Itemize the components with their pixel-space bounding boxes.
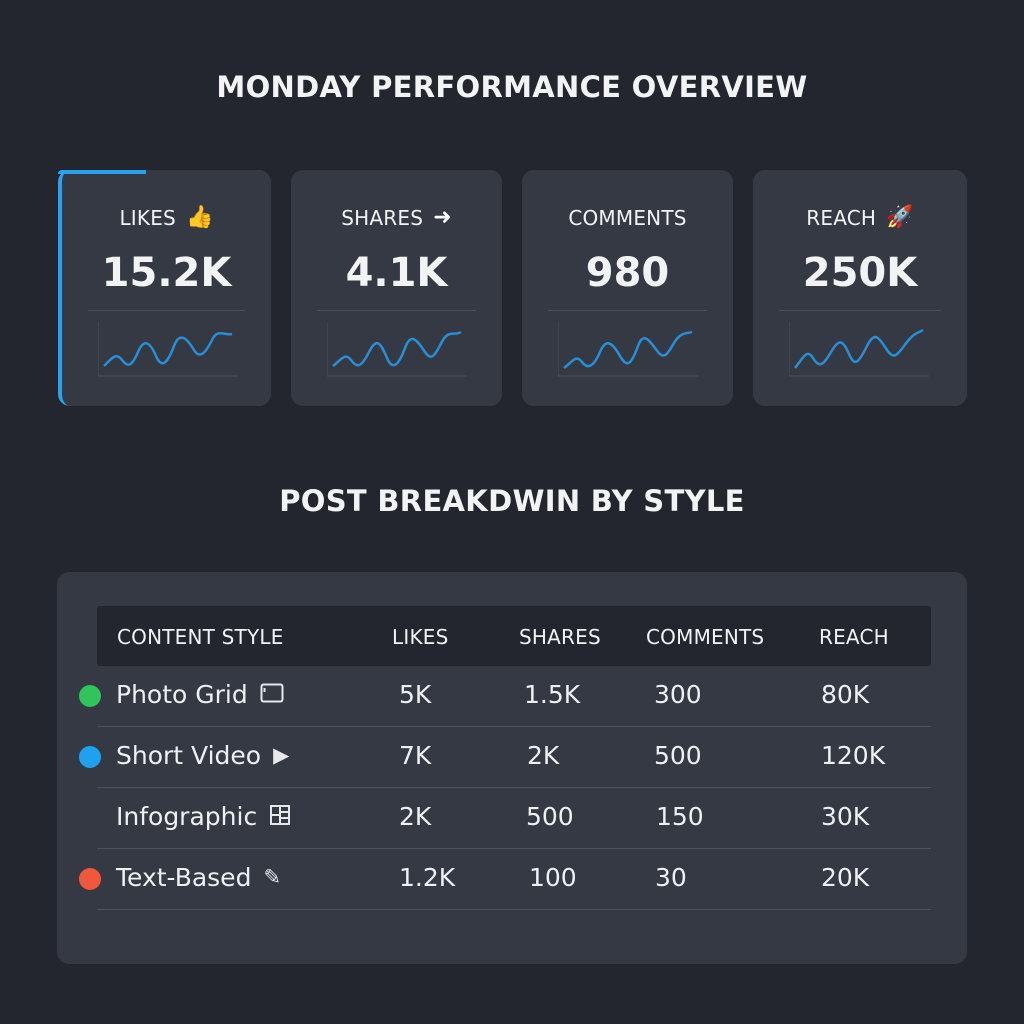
thumbs-up-icon: 👍 (185, 205, 214, 230)
table-row[interactable]: Short Video ▶ 7K 2K 500 120K (57, 727, 967, 788)
reach-cell: 20K (821, 863, 870, 892)
card-accent (58, 170, 146, 174)
column-header-shares[interactable]: SHARES (519, 625, 601, 649)
table-row[interactable]: Infographic 2K 500 150 30K (57, 788, 967, 849)
metric-card-likes[interactable]: LIKES 👍 15.2K (58, 170, 271, 406)
sparkline (558, 322, 698, 377)
sparkline (98, 322, 238, 377)
reach-cell: 80K (821, 680, 870, 709)
pencil-icon: ✎ (263, 865, 282, 889)
column-header-content-style[interactable]: CONTENT STYLE (117, 625, 284, 649)
style-label: Text-Based (116, 863, 252, 892)
status-dot (79, 868, 101, 890)
metric-value: 15.2K (101, 250, 232, 296)
table-row[interactable]: Photo Grid 5K 1.5K 300 80K (57, 666, 967, 727)
shares-cell: 1.5K (524, 680, 581, 709)
divider (317, 310, 476, 311)
style-cell: Text-Based ✎ (116, 863, 281, 892)
divider (779, 310, 941, 311)
likes-cell: 1.2K (399, 863, 456, 892)
reach-cell: 30K (821, 802, 870, 831)
table-header: CONTENT STYLE LIKES SHARES COMMENTS REAC… (97, 606, 931, 666)
shares-cell: 100 (529, 863, 577, 892)
photo-frame-icon (260, 682, 284, 708)
divider (548, 310, 707, 311)
table-row[interactable]: Text-Based ✎ 1.2K 100 30 20K (57, 849, 967, 910)
likes-cell: 2K (399, 802, 432, 831)
style-cell: Infographic (116, 802, 291, 831)
row-divider (97, 726, 931, 727)
metric-card-reach[interactable]: REACH 🚀 250K (753, 170, 967, 406)
reach-cell: 120K (821, 741, 886, 770)
status-dot (79, 685, 101, 707)
metric-card-shares[interactable]: SHARES ➜ 4.1K (291, 170, 502, 406)
comments-cell: 300 (654, 680, 702, 709)
rocket-icon: 🚀 (886, 205, 914, 230)
style-cell: Photo Grid (116, 680, 284, 709)
row-divider (97, 848, 931, 849)
shares-cell: 2K (527, 741, 560, 770)
metric-label: SHARES (341, 206, 424, 230)
metric-value: 4.1K (345, 250, 448, 296)
comments-cell: 150 (656, 802, 704, 831)
breakdown-table: CONTENT STYLE LIKES SHARES COMMENTS REAC… (57, 572, 967, 964)
metric-value: 250K (802, 250, 918, 296)
row-divider (97, 909, 931, 910)
metric-label: REACH (806, 206, 877, 230)
grid-icon (269, 804, 291, 830)
column-header-comments[interactable]: COMMENTS (646, 625, 765, 649)
metric-cards: LIKES 👍 15.2K SHARES ➜ 4.1K COMMENTS 980 (0, 0, 1024, 420)
shares-cell: 500 (526, 802, 574, 831)
metric-value: 980 (585, 250, 670, 296)
sparkline (327, 322, 467, 377)
status-dot (79, 746, 101, 768)
likes-cell: 7K (399, 741, 432, 770)
arrow-right-icon: ➜ (433, 205, 452, 230)
style-label: Photo Grid (116, 680, 248, 709)
column-header-reach[interactable]: REACH (819, 625, 889, 649)
column-header-likes[interactable]: LIKES (392, 625, 449, 649)
play-icon: ▶ (273, 743, 290, 767)
likes-cell: 5K (399, 680, 432, 709)
metric-card-comments[interactable]: COMMENTS 980 (522, 170, 733, 406)
style-cell: Short Video ▶ (116, 741, 289, 770)
metric-label: COMMENTS (568, 206, 687, 230)
metric-label: LIKES (119, 206, 176, 230)
comments-cell: 30 (655, 863, 687, 892)
row-divider (97, 787, 931, 788)
sparkline (789, 322, 929, 377)
style-label: Infographic (116, 802, 258, 831)
section-title: POST BREAKDWIN BY STYLE (279, 484, 745, 518)
style-label: Short Video (116, 741, 262, 770)
page-title: MONDAY PERFORMANCE OVERVIEW (216, 70, 808, 104)
divider (88, 310, 245, 311)
comments-cell: 500 (654, 741, 702, 770)
